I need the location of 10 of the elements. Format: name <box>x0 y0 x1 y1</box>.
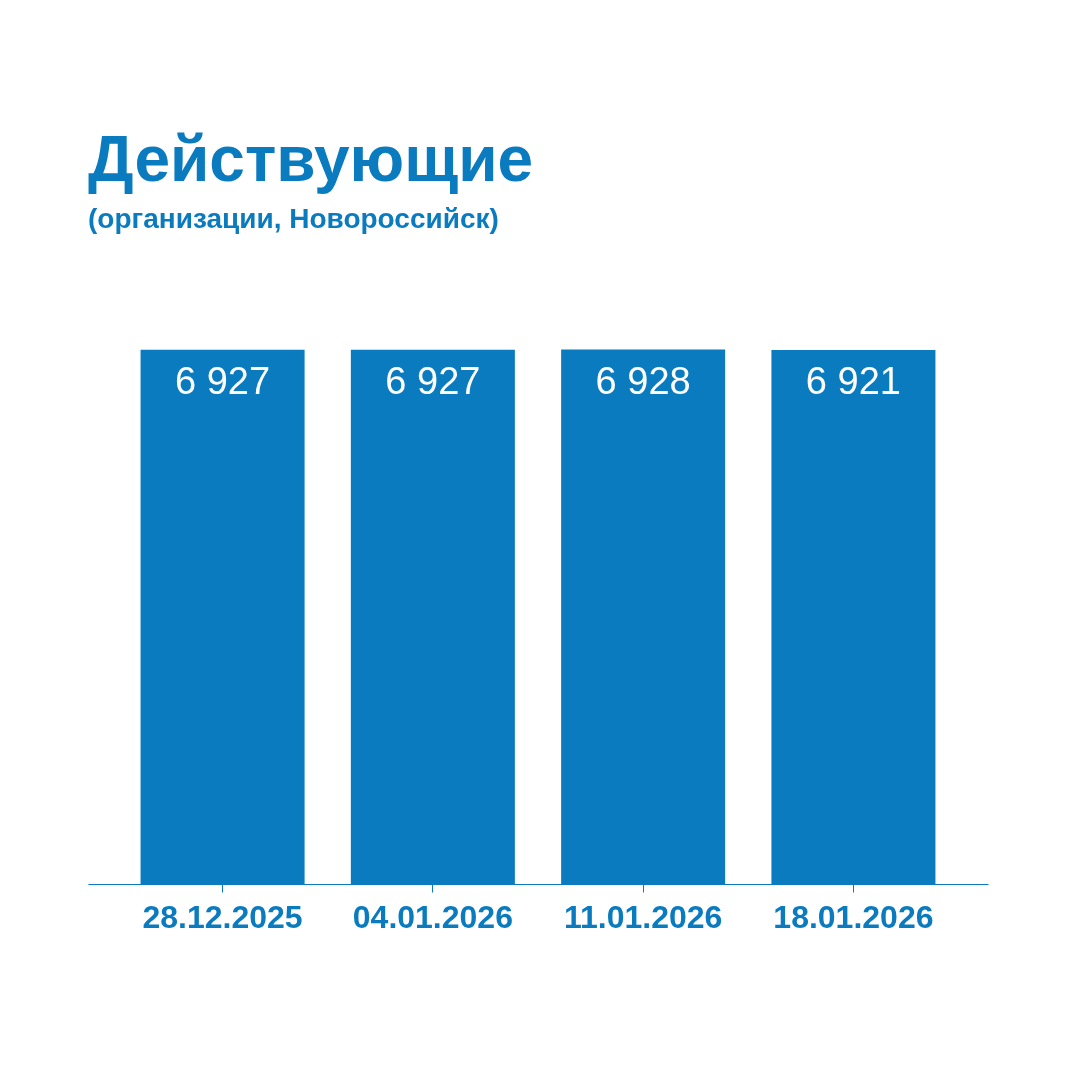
data-label: 6 927 <box>385 359 481 402</box>
x-tick-label: 28.12.2025 <box>142 898 303 935</box>
x-tick-label: 18.01.2026 <box>773 898 934 935</box>
x-tick-label: 11.01.2026 <box>563 898 723 935</box>
x-tick-label: 04.01.2026 <box>352 898 513 935</box>
data-label: 6 927 <box>175 359 271 402</box>
chart-title: Действующие <box>88 123 534 195</box>
data-label: 6 921 <box>805 360 901 403</box>
data-label: 6 928 <box>595 359 691 402</box>
chart-subtitle: (организации, Новороссийск) <box>88 203 499 234</box>
